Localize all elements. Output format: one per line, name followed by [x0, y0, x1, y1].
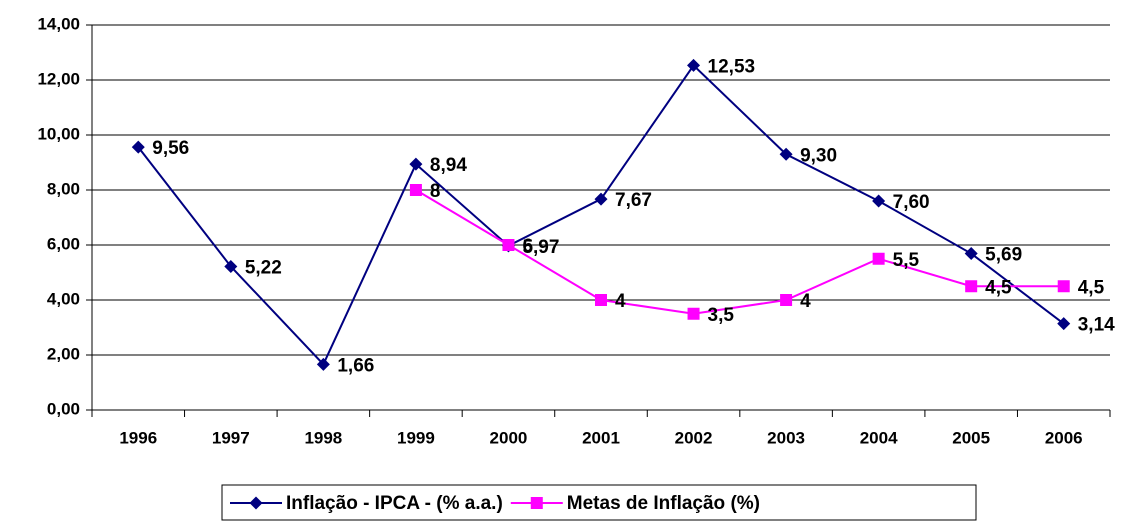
data-point — [409, 157, 423, 171]
data-label: 4,5 — [1078, 277, 1105, 298]
data-label: 9,30 — [800, 145, 837, 166]
legend-marker — [530, 497, 543, 509]
x-tick-label: 1998 — [304, 428, 342, 447]
data-label: 8 — [430, 181, 441, 202]
x-tick-label: 1996 — [119, 428, 157, 447]
data-label: 4 — [800, 291, 811, 312]
x-tick-label: 2005 — [952, 428, 990, 447]
y-tick-label: 14,00 — [37, 14, 80, 33]
data-point — [595, 294, 607, 306]
x-tick-label: 2001 — [582, 428, 620, 447]
data-label: 9,56 — [152, 138, 189, 159]
y-tick-label: 2,00 — [47, 344, 80, 363]
data-label: 5,5 — [893, 250, 920, 271]
data-point — [594, 192, 608, 206]
data-point — [779, 147, 793, 161]
data-label: 3,5 — [708, 305, 735, 326]
y-tick-label: 0,00 — [47, 399, 80, 418]
data-label: 7,67 — [615, 190, 652, 211]
y-tick-label: 6,00 — [47, 234, 80, 253]
legend-marker — [249, 496, 263, 510]
legend-box — [221, 484, 977, 521]
y-tick-label: 10,00 — [37, 124, 80, 143]
data-point — [409, 184, 422, 196]
data-point — [224, 259, 238, 273]
data-point — [131, 140, 145, 154]
x-tick-label: 2003 — [767, 428, 805, 447]
legend-label: Inflação - IPCA - (% a.a.) — [286, 493, 503, 514]
data-point — [502, 239, 515, 251]
data-label: 12,53 — [708, 56, 756, 77]
data-point — [316, 357, 330, 371]
series-line — [137, 63, 1065, 367]
data-point — [1057, 317, 1071, 331]
data-label: 5,97 — [522, 237, 559, 258]
data-label: 4 — [615, 291, 626, 312]
data-label: 7,60 — [893, 192, 930, 213]
data-label: 8,94 — [430, 155, 467, 176]
data-label: 5,69 — [985, 245, 1022, 266]
x-tick-label: 2002 — [675, 428, 713, 447]
y-tick-label: 8,00 — [47, 179, 80, 198]
data-label: 1,66 — [337, 355, 374, 376]
data-point — [687, 58, 701, 72]
legend: Inflação - IPCA - (% a.a.) Metas de Infla… — [221, 484, 977, 521]
x-tick-label: 1997 — [212, 428, 250, 447]
data-label: 6 — [522, 236, 533, 257]
data-point — [964, 247, 978, 261]
x-tick-label: 2006 — [1045, 428, 1083, 447]
legend-label: Metas de Inflação (%) — [567, 493, 760, 514]
series-line — [415, 189, 1064, 315]
x-tick-label: 2000 — [490, 428, 528, 447]
y-tick-label: 12,00 — [37, 69, 80, 88]
x-tick-label: 1999 — [397, 428, 435, 447]
y-tick-label: 4,00 — [47, 289, 80, 308]
data-point — [1057, 280, 1070, 293]
data-label: 3,14 — [1078, 315, 1115, 336]
data-point — [872, 252, 885, 265]
data-point — [687, 307, 700, 320]
data-point — [780, 294, 793, 306]
data-label: 5,22 — [245, 257, 282, 278]
x-tick-label: 2004 — [860, 428, 898, 447]
data-point — [965, 280, 978, 293]
data-label: 4,5 — [985, 277, 1012, 298]
data-point — [872, 194, 886, 208]
